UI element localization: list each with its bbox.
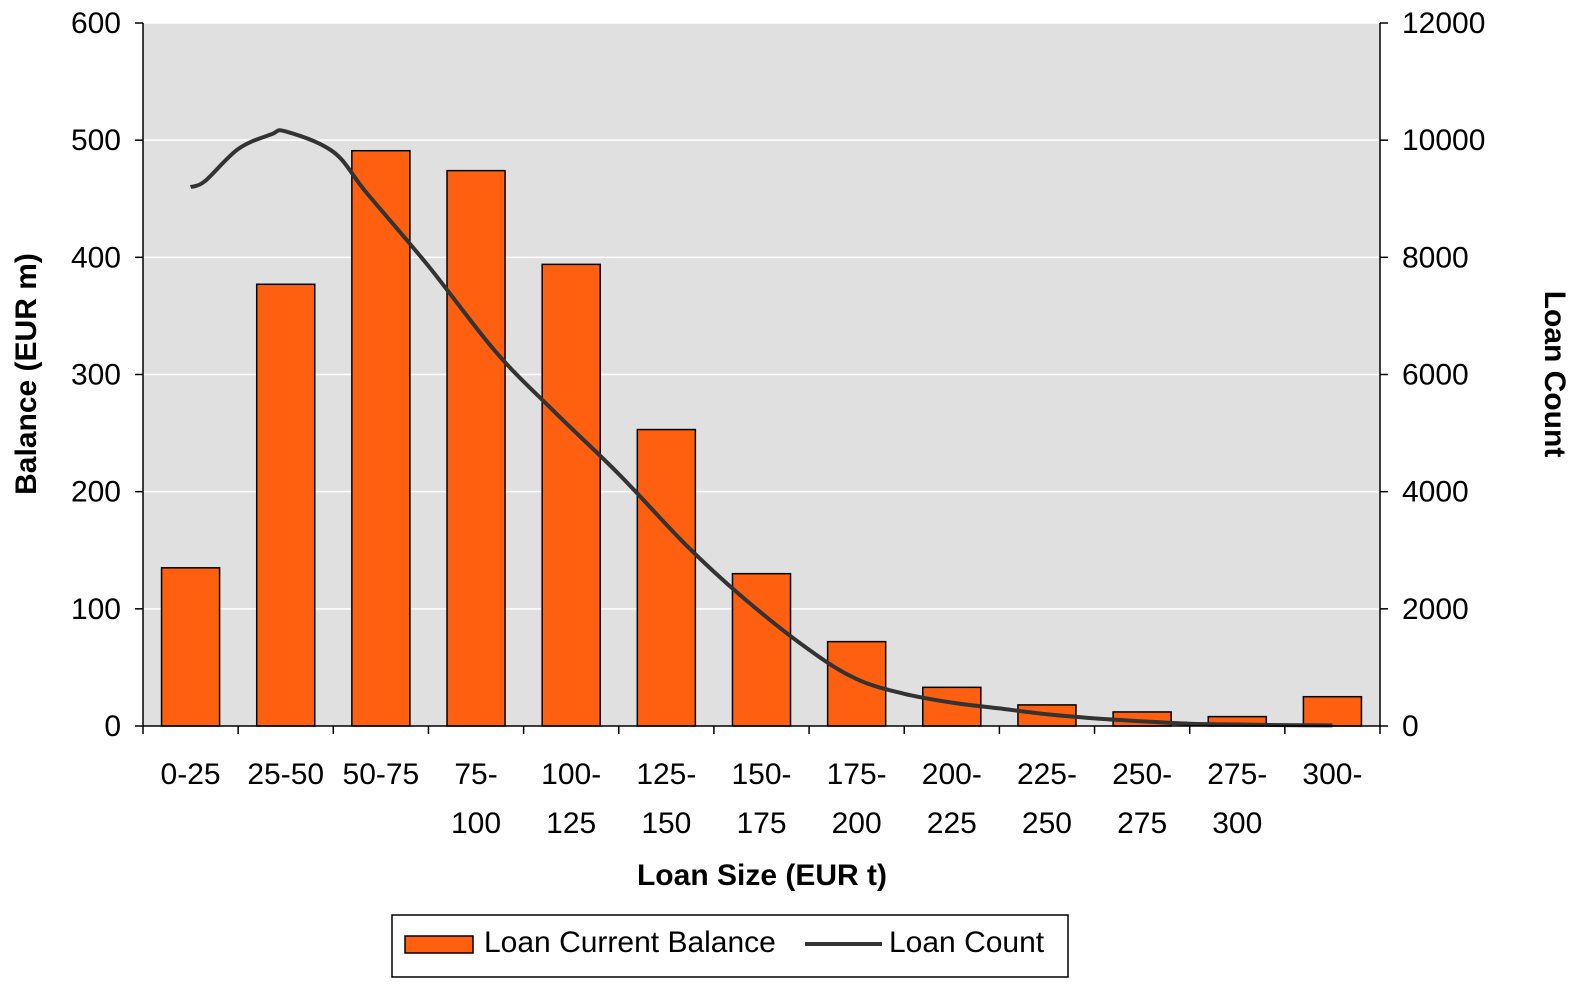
y2-tick-label: 10000 (1402, 124, 1485, 157)
x-tick-label: 125 (546, 807, 596, 840)
x-tick-label: 75- (454, 758, 497, 791)
legend: Loan Current Balance Loan Count (391, 914, 1069, 978)
bar (1302, 695, 1363, 727)
y2-tick-label: 4000 (1402, 476, 1469, 509)
y-tick-label: 100 (71, 593, 121, 626)
bar (351, 149, 411, 727)
y-tick-label: 600 (71, 7, 121, 40)
legend-swatch-balance (404, 935, 474, 954)
x-tick-label: 100 (451, 807, 501, 840)
y2-tick-label: 6000 (1402, 359, 1469, 392)
x-tick-label: 150 (641, 807, 691, 840)
x-tick-label: 225 (927, 807, 977, 840)
x-tick-label: 125- (636, 758, 696, 791)
x-tick-label: 200- (922, 758, 982, 791)
bar (636, 428, 697, 727)
bar (826, 640, 887, 727)
x-tick-label: 275- (1207, 758, 1267, 791)
x-tick-label: 200 (832, 807, 882, 840)
loan-count-line (189, 128, 1333, 728)
x-axis-title: Loan Size (EUR t) (637, 859, 887, 892)
y-axis-title: Balance (EUR m) (10, 253, 43, 495)
legend-label-balance: Loan Current Balance (484, 926, 776, 959)
x-tick-label: 175 (736, 807, 786, 840)
y-tick-label: 300 (71, 359, 121, 392)
y-tick-label: 500 (71, 124, 121, 157)
x-tick-label: 300 (1212, 807, 1262, 840)
x-tick-label: 225- (1017, 758, 1077, 791)
x-tick-label: 175- (827, 758, 887, 791)
legend-box (391, 914, 1069, 978)
y-tick-label: 400 (71, 241, 121, 274)
x-tick-label: 50-75 (343, 758, 420, 791)
y-tick-label: 200 (71, 476, 121, 509)
y2-tick-label: 12000 (1402, 7, 1485, 40)
x-tick-label: 300- (1302, 758, 1362, 791)
x-tick-label: 250 (1022, 807, 1072, 840)
x-tick-label: 275 (1117, 807, 1167, 840)
y2-tick-label: 8000 (1402, 241, 1469, 274)
legend-label-count: Loan Count (889, 926, 1045, 959)
y2-axis-title: Loan Count (1538, 291, 1571, 458)
x-tick-label: 150- (731, 758, 791, 791)
x-tick-label: 100- (541, 758, 601, 791)
y2-tick-label: 2000 (1402, 593, 1469, 626)
x-tick-label: 250- (1112, 758, 1172, 791)
x-tick-label: 25-50 (247, 758, 324, 791)
bar (541, 263, 601, 727)
bar (160, 567, 221, 727)
bar (255, 283, 316, 727)
y2-tick-label: 0 (1402, 710, 1419, 743)
x-tick-label: 0-25 (161, 758, 221, 791)
bar (446, 169, 506, 727)
y-tick-label: 0 (104, 710, 121, 743)
